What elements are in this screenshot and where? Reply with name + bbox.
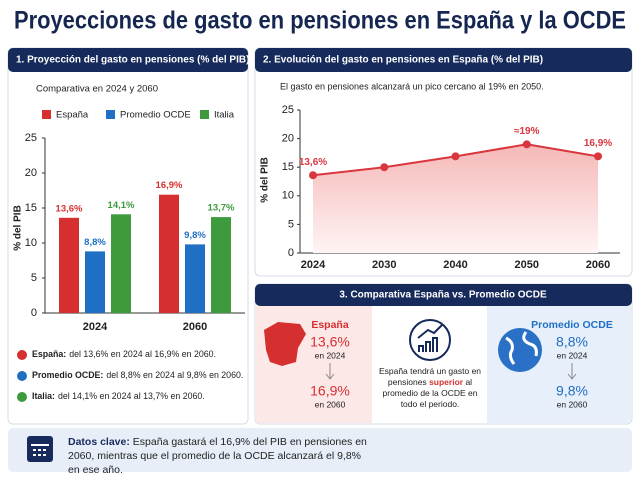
- point: [380, 163, 389, 172]
- panel-header: [255, 284, 632, 306]
- bar: [111, 214, 131, 313]
- y-tick-label: 5: [31, 272, 37, 284]
- area: [313, 144, 598, 253]
- bar: [159, 194, 179, 313]
- legend-swatch: [106, 110, 115, 119]
- note-label: Promedio OCDE:: [32, 370, 103, 380]
- arrow: [325, 363, 335, 380]
- value-label: 8,8%: [84, 237, 106, 248]
- panel-title: 3. Comparativa España vs. Promedio OCDE: [339, 290, 547, 301]
- note-label: España:: [32, 349, 66, 359]
- note-text: del 13,6% en 2024 al 16,9% en 2060.: [69, 349, 216, 359]
- oecd-name: Promedio OCDE: [531, 319, 613, 331]
- x-tick-label: 2030: [372, 259, 396, 271]
- spain-2024: 13,6%: [310, 334, 350, 350]
- trend-icon: [409, 319, 451, 361]
- panel-header: [255, 48, 632, 72]
- arrow: [567, 363, 577, 380]
- year-label: en 2060: [557, 399, 588, 409]
- y-tick-label: 25: [25, 132, 37, 144]
- text: al promedio de la OCDE en todo el period…: [382, 377, 478, 409]
- note-bullet: [17, 371, 27, 381]
- x-tick-label: 2060: [586, 259, 610, 271]
- key-data-bg: [8, 428, 632, 472]
- oecd-2060: 9,8%: [556, 383, 588, 399]
- point: [522, 140, 531, 149]
- bar: [59, 217, 79, 313]
- page-title: Proyecciones de gasto en pensiones en Es…: [14, 7, 626, 35]
- y-tick-label: 0: [288, 247, 294, 259]
- value-label: 13,6%: [299, 157, 327, 168]
- oecd-2024: 8,8%: [556, 334, 588, 350]
- legend-label: Promedio OCDE: [120, 110, 191, 121]
- bar: [211, 217, 231, 313]
- value-label: 14,1%: [108, 200, 135, 211]
- value-label: 16,9%: [156, 180, 183, 191]
- text: España tendrá un gasto en pensiones: [378, 366, 482, 387]
- note-bullet: [17, 392, 27, 402]
- y-tick-label: 15: [282, 161, 294, 173]
- key-label: Datos clave:: [68, 436, 130, 448]
- legend-label: España: [56, 110, 89, 121]
- bar: [185, 244, 205, 313]
- y-axis-label: % del PIB: [260, 157, 271, 203]
- value-label: 13,6%: [56, 203, 83, 214]
- key-text: España gastará el 16,9% del PIB en pensi…: [68, 436, 367, 476]
- x-tick-label: 2024: [301, 259, 326, 271]
- trend-icon-bars: [417, 324, 443, 352]
- note-text: del 8,8% en 2024 al 9,8% en 2060.: [106, 370, 243, 380]
- y-axis-label: % del PIB: [13, 205, 24, 251]
- y-tick-label: 15: [25, 202, 37, 214]
- y-tick-label: 10: [25, 237, 37, 249]
- globe-land: [505, 331, 538, 365]
- x-tick-label: 2060: [183, 321, 207, 333]
- note-text: del 14,1% en 2024 al 13,7% en 2060.: [58, 391, 205, 401]
- calendar-grid: [31, 444, 49, 456]
- legend-swatch: [42, 110, 51, 119]
- value-label: 13,7%: [208, 203, 235, 214]
- panel-title: 2. Evolución del gasto en pensiones en E…: [263, 55, 543, 66]
- x-tick-label: 2024: [83, 321, 108, 333]
- emphasis: superior: [429, 377, 464, 387]
- note: Italia: del 14,1% en 2024 al 13,7% en 206…: [32, 391, 205, 401]
- point: [309, 171, 317, 180]
- legend-label: Italia: [214, 110, 235, 121]
- x-tick-label: 2040: [443, 259, 467, 271]
- spain-2060: 16,9%: [310, 383, 350, 399]
- note-bullet: [17, 350, 27, 360]
- x-tick-label: 2050: [515, 259, 539, 271]
- note-label: Italia:: [32, 391, 55, 401]
- legend-swatch: [200, 110, 209, 119]
- y-tick-label: 25: [282, 104, 294, 116]
- bar: [85, 251, 105, 313]
- chart-subtitle: Comparativa en 2024 y 2060: [36, 84, 158, 95]
- point: [594, 152, 602, 161]
- panel-title: 1. Proyección del gasto en pensiones (% …: [16, 55, 249, 66]
- value-label: 16,9%: [584, 138, 612, 149]
- y-tick-label: 0: [31, 307, 37, 319]
- y-tick-label: 5: [288, 218, 294, 230]
- year-label: en 2060: [315, 399, 346, 409]
- point: [451, 152, 460, 161]
- chart-subtitle: El gasto en pensiones alcanzará un pico …: [280, 81, 544, 91]
- value-label: ≈19%: [514, 126, 540, 137]
- comparison-text: España tendrá un gasto en pensiones supe…: [378, 366, 482, 410]
- key-data: Datos clave: España gastará el 16,9% del…: [68, 435, 368, 477]
- y-tick-label: 10: [282, 190, 294, 202]
- note: España: del 13,6% en 2024 al 16,9% en 206…: [32, 349, 216, 359]
- y-tick-label: 20: [25, 167, 37, 179]
- value-label: 9,8%: [184, 230, 206, 241]
- year-label: en 2024: [557, 350, 588, 360]
- spain-map: [264, 322, 306, 366]
- y-tick-label: 20: [282, 133, 294, 145]
- note: Promedio OCDE: del 8,8% en 2024 al 9,8% e…: [32, 370, 243, 380]
- year-label: en 2024: [315, 350, 346, 360]
- spain-name: España: [311, 319, 349, 331]
- panel-header: [8, 48, 248, 72]
